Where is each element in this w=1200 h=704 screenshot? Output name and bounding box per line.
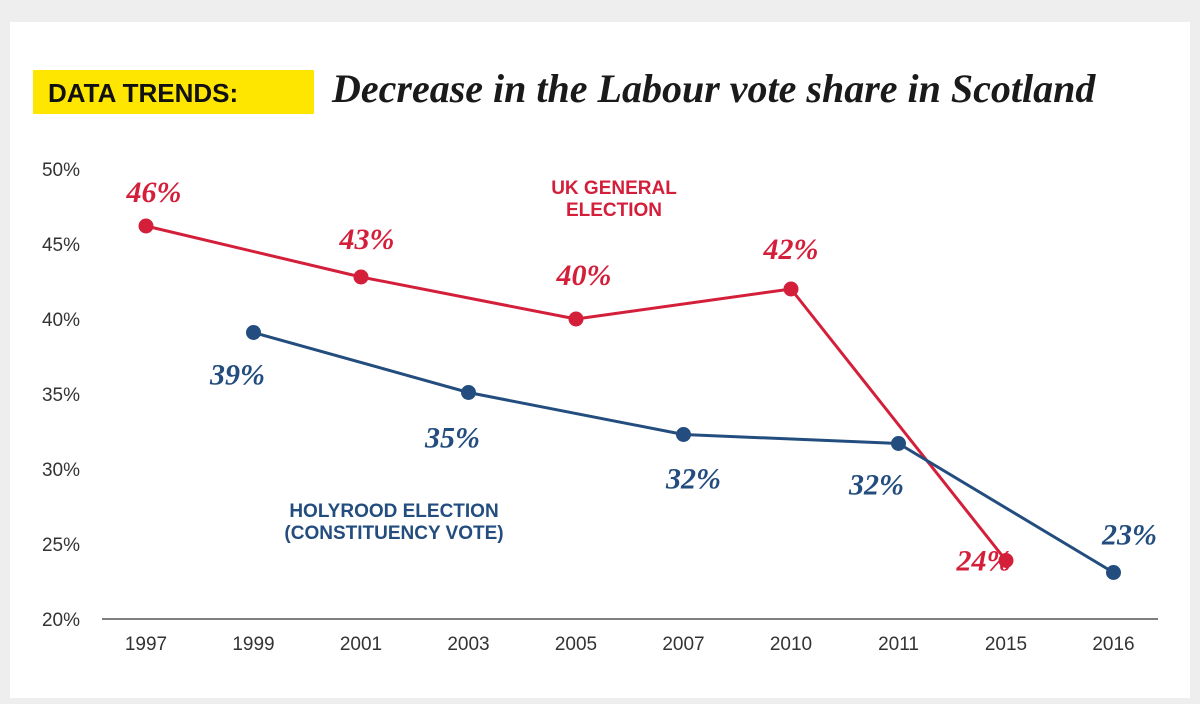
y-tick-label: 45% — [42, 235, 80, 256]
data-label: 40% — [556, 259, 612, 292]
x-tick-label: 2001 — [340, 634, 382, 655]
y-tick-label: 25% — [42, 535, 80, 556]
data-label: 23% — [1101, 519, 1157, 552]
x-tick-label: 2007 — [662, 634, 704, 655]
line-chart: DATA TRENDS: Decrease in the Labour vote… — [33, 66, 1158, 655]
holyrood-election-point — [1106, 565, 1121, 580]
data-label: 32% — [848, 469, 904, 502]
x-tick-label: 1997 — [125, 634, 167, 655]
data-label: 32% — [665, 463, 721, 496]
x-tick-label: 2011 — [878, 634, 919, 655]
title-tag-highlight — [33, 70, 314, 114]
x-tick-label: 2003 — [447, 634, 489, 655]
holyrood-election-point — [676, 427, 691, 442]
x-tick-label: 2010 — [770, 634, 812, 655]
uk-general-election-point — [568, 311, 584, 327]
data-label: 24% — [956, 545, 1012, 578]
chart-card: DATA TRENDS: Decrease in the Labour vote… — [10, 22, 1190, 698]
data-label: 43% — [339, 223, 395, 256]
uk-general-election-label: UK GENERAL — [551, 178, 677, 199]
holyrood-election-label: (CONSTITUENCY VOTE) — [284, 523, 503, 544]
series-layer — [138, 218, 1121, 580]
uk-general-election-point — [353, 269, 369, 285]
y-tick-label: 30% — [42, 460, 80, 481]
uk-general-election-point — [783, 281, 799, 297]
title-tag: DATA TRENDS: — [48, 78, 238, 108]
data-label: 39% — [209, 359, 265, 392]
y-tick-label: 40% — [42, 310, 80, 331]
y-axis-ticks: 20% 25% 30% 35% 40% 45% 50% — [42, 160, 80, 631]
holyrood-election-label: HOLYROOD ELECTION — [289, 501, 498, 522]
holyrood-election-point — [246, 325, 261, 340]
x-tick-label: 2015 — [985, 634, 1027, 655]
y-tick-label: 20% — [42, 610, 80, 631]
data-label: 46% — [126, 176, 182, 209]
y-tick-label: 50% — [42, 160, 80, 181]
uk-general-election-point — [998, 553, 1014, 568]
data-label: 35% — [424, 422, 480, 455]
x-tick-label: 2005 — [555, 634, 597, 655]
x-tick-label: 1999 — [232, 634, 274, 655]
uk-general-election-label: ELECTION — [566, 200, 662, 221]
uk-general-election-point — [138, 218, 154, 234]
chart-title: Decrease in the Labour vote share in Sco… — [331, 66, 1096, 111]
x-axis-ticks: 1997 1999 2001 2003 2005 2007 2010 2011 2015 2016 — [125, 634, 1135, 655]
data-label: 42% — [763, 233, 819, 266]
y-tick-label: 35% — [42, 385, 80, 406]
holyrood-election-point — [891, 436, 906, 451]
holyrood-election-point — [461, 385, 476, 400]
x-tick-label: 2016 — [1092, 634, 1134, 655]
